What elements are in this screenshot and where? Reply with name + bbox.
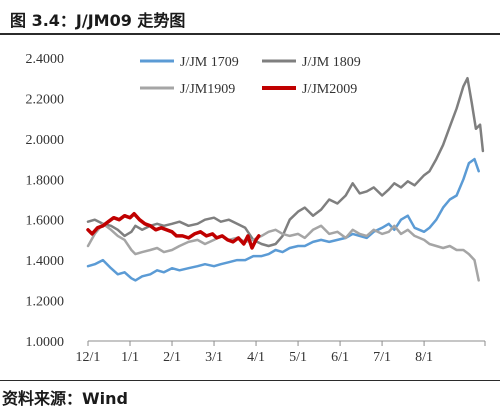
x-tick-label: 6/1 [331,350,349,365]
source-note: 资料来源：Wind [2,389,128,408]
x-tick-label: 7/1 [373,350,391,365]
y-tick-label: 2.2000 [26,92,65,107]
chart-header: 图 3.4：J/JM09 走势图 [0,0,500,35]
y-tick-label: 2.0000 [26,133,65,148]
y-tick-label: 1.2000 [26,295,65,310]
x-tick-label: 3/1 [205,350,223,365]
legend-label: J/JM 1809 [302,55,361,70]
x-tick-label: 4/1 [247,350,265,365]
x-tick-label: 1/1 [121,350,139,365]
legend: J/JM 1709 J/JM 1809 J/JM1909 J/JM2009 [140,55,361,97]
y-tick-label: 1.8000 [26,173,65,188]
footer-divider [0,380,500,381]
x-tick-label: 2/1 [163,350,181,365]
legend-label: J/JM 1709 [180,55,239,70]
line-chart: 2.4000 2.2000 2.0000 1.8000 1.6000 1.4000 1.20… [26,52,486,365]
legend-label: J/JM1909 [180,82,235,97]
x-tick-label: 5/1 [289,350,307,365]
series-line-j-jm1909 [86,222,480,282]
legend-label: J/JM2009 [302,82,357,97]
axes: 2.4000 2.2000 2.0000 1.8000 1.6000 1.4000 1.20… [26,52,486,365]
header-divider [0,33,500,35]
y-tick-label: 2.4000 [26,52,65,67]
series-line-j-jm-1709 [86,157,480,282]
series-layer [86,76,485,282]
y-tick-label: 1.4000 [26,254,65,269]
chart-caption: 图 3.4：J/JM09 走势图 [10,11,186,30]
y-tick-label: 1.6000 [26,214,65,229]
series-line-j-jm2009 [86,211,261,250]
y-tick-label: 1.0000 [26,335,65,350]
x-tick-label: 12/1 [76,350,101,365]
series-line-j-jm-1809 [86,76,485,248]
x-tick-label: 8/1 [415,350,433,365]
